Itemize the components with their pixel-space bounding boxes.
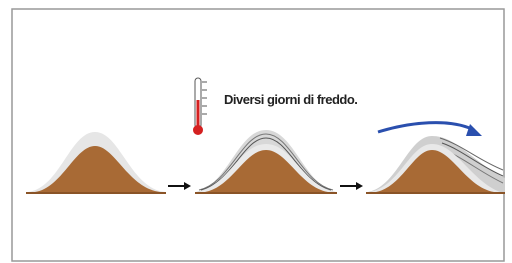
page: Diversi giorni di freddo. (() => { const… (0, 0, 512, 263)
caption: Diversi giorni di freddo. (224, 92, 357, 107)
diagram: Diversi giorni di freddo. (0, 0, 512, 263)
